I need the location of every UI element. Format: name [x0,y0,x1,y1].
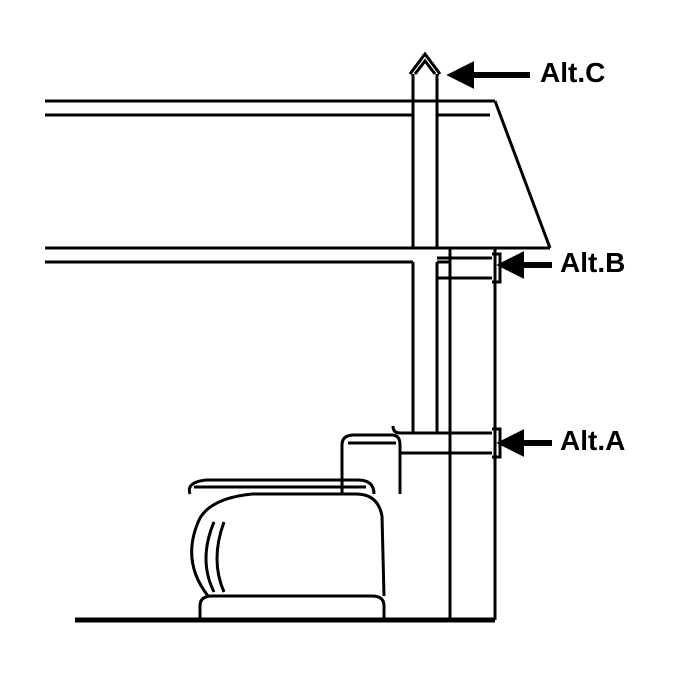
labels: Alt.C Alt.B Alt.A [540,57,625,456]
roof-slope [495,101,550,248]
vent-cap-icon [410,54,440,74]
label-alt-c: Alt.C [540,57,605,88]
arrow-alt-a [503,434,552,452]
installation-diagram: Alt.C Alt.B Alt.A [0,0,700,700]
vent-pipe-vertical [410,54,440,433]
label-alt-b: Alt.B [560,247,625,278]
toilet-fixture [189,435,400,620]
arrow-alt-c [453,66,530,84]
label-alt-a: Alt.A [560,425,625,456]
pipe-alt-b [437,254,500,282]
building-structure [45,54,550,620]
pipe-alt-a [393,420,500,457]
arrow-alt-b [503,256,552,274]
